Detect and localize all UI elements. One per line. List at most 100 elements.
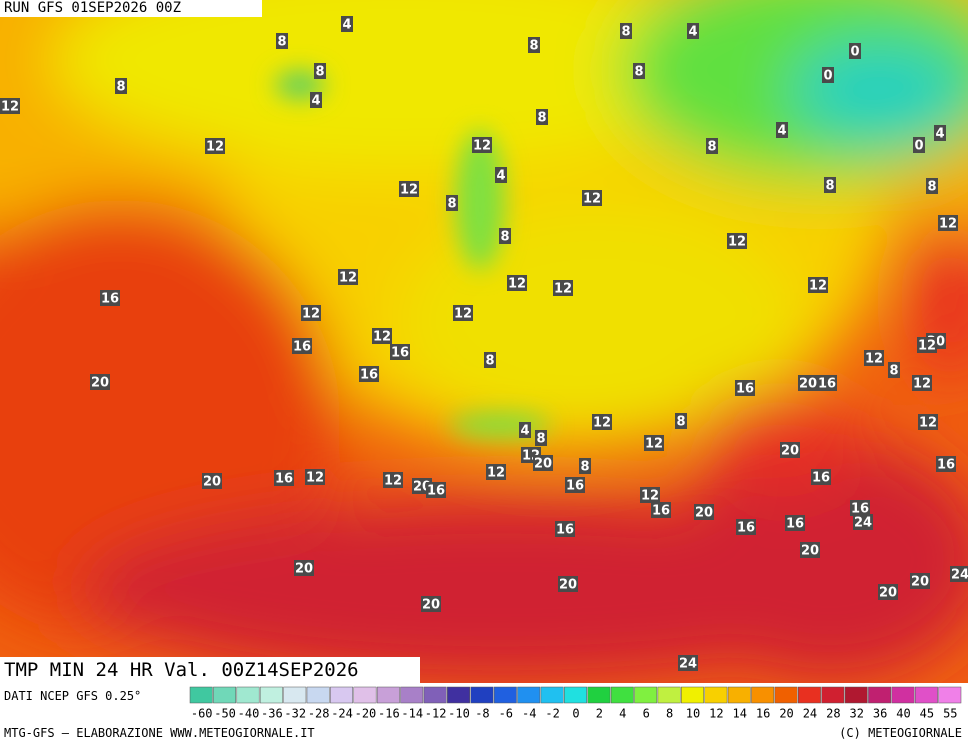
contour-label-box xyxy=(864,350,884,366)
contour-label: 16 xyxy=(275,472,293,487)
contour-label-box xyxy=(202,473,222,489)
contour-label: 4 xyxy=(777,124,786,139)
contour-label-box xyxy=(694,504,714,520)
contour-label-box xyxy=(484,352,496,368)
contour-label: 12 xyxy=(454,307,472,322)
contour-label: 20 xyxy=(534,457,552,472)
contour-label: 8 xyxy=(277,35,286,50)
contour-label: 12 xyxy=(508,277,526,292)
contour-label: 12 xyxy=(302,307,320,322)
contour-label-box xyxy=(90,374,110,390)
contour-label-box xyxy=(687,23,699,39)
contour-label: 8 xyxy=(537,111,546,126)
run-header: RUN GFS 01SEP2026 00Z xyxy=(0,0,262,17)
contour-label-box xyxy=(917,337,937,353)
legend-label: 20 xyxy=(779,707,793,721)
contour-label-box xyxy=(950,566,968,582)
contour-label: 20 xyxy=(203,475,221,490)
contour-label: 12 xyxy=(641,489,659,504)
legend-label: 36 xyxy=(873,707,887,721)
legend-label: -24 xyxy=(331,707,353,721)
contour-label-box xyxy=(579,458,591,474)
contour-label: 12 xyxy=(554,282,572,297)
legend-label: 12 xyxy=(709,707,723,721)
contour-label: 16 xyxy=(736,382,754,397)
contour-label-box xyxy=(853,514,873,530)
contour-label-box xyxy=(640,487,660,503)
legend-swatch xyxy=(400,686,424,704)
legend-swatch xyxy=(493,686,517,704)
contour-label-box xyxy=(555,521,575,537)
contour-label-box xyxy=(736,519,756,535)
contour-label-box xyxy=(888,362,900,378)
contour-label-box xyxy=(808,277,828,293)
contour-label-box xyxy=(205,138,225,154)
contour-label: 16 xyxy=(812,471,830,486)
contour-label-box xyxy=(800,542,820,558)
contour-label: 4 xyxy=(688,25,697,40)
contour-label: 12 xyxy=(593,416,611,431)
contour-label-box xyxy=(372,328,392,344)
legend-swatch xyxy=(306,686,330,704)
contour-label: 16 xyxy=(652,504,670,519)
contour-label-box xyxy=(706,138,718,154)
contour-label-box xyxy=(453,305,473,321)
legend-label: -60 xyxy=(191,707,213,721)
legend-label: 16 xyxy=(756,707,770,721)
contour-label-box xyxy=(305,469,325,485)
contour-label: 8 xyxy=(825,179,834,194)
contour-label-box xyxy=(276,33,288,49)
contour-label: 16 xyxy=(818,377,836,392)
contour-label-box xyxy=(558,576,578,592)
contour-label-box xyxy=(292,338,312,354)
map-title: TMP MIN 24 HR Val. 00Z14SEP2026 xyxy=(0,657,420,683)
contour-label: 20 xyxy=(91,376,109,391)
contour-label: 24 xyxy=(679,657,697,672)
legend-swatch xyxy=(540,686,564,704)
contour-label-box xyxy=(399,181,419,197)
legend-label: 4 xyxy=(619,707,626,721)
legend-label: 55 xyxy=(943,707,957,721)
contour-label-box xyxy=(675,413,687,429)
contour-label-box xyxy=(0,98,20,114)
contour-label-box xyxy=(633,63,645,79)
contour-label-box xyxy=(785,515,805,531)
contour-label-box xyxy=(446,195,458,211)
contour-label-box xyxy=(592,414,612,430)
color-legend: -60 -50 -40 -36 -32 -28 -24 -20 -16 -14 -12 -10 -8 -6… xyxy=(189,686,962,721)
contour-label-box xyxy=(499,228,511,244)
contour-label: 12 xyxy=(913,377,931,392)
legend-label: -28 xyxy=(308,707,330,721)
contour-label: 8 xyxy=(116,80,125,95)
legend-label: 14 xyxy=(733,707,747,721)
contour-label-box xyxy=(472,137,492,153)
contour-label: 16 xyxy=(737,521,755,536)
contour-label-box xyxy=(115,78,127,94)
contour-label: 0 xyxy=(823,69,832,84)
contour-label: 12 xyxy=(206,140,224,155)
legend-label: -32 xyxy=(284,707,306,721)
contour-label-box xyxy=(565,477,585,493)
contour-label: 8 xyxy=(927,180,936,195)
contour-label-box xyxy=(582,190,602,206)
legend-swatch xyxy=(376,686,400,704)
data-source: DATI NCEP GFS 0.25° xyxy=(4,689,142,703)
contour-label-box xyxy=(849,43,861,59)
legend-label: -2 xyxy=(545,707,559,721)
contour-label: 16 xyxy=(556,523,574,538)
contour-label-box xyxy=(519,422,531,438)
contour-label-box xyxy=(536,109,548,125)
contour-label: 12 xyxy=(487,466,505,481)
legend-label: -4 xyxy=(522,707,536,721)
contour-label: 20 xyxy=(879,586,897,601)
contour-label-box xyxy=(926,178,938,194)
legend-label: 28 xyxy=(826,707,840,721)
legend-swatch xyxy=(213,686,237,704)
contour-label-box xyxy=(776,122,788,138)
contour-label-box xyxy=(310,92,322,108)
legend-label: 40 xyxy=(896,707,910,721)
contour-label: 12 xyxy=(645,437,663,452)
legend-label: 0 xyxy=(572,707,579,721)
